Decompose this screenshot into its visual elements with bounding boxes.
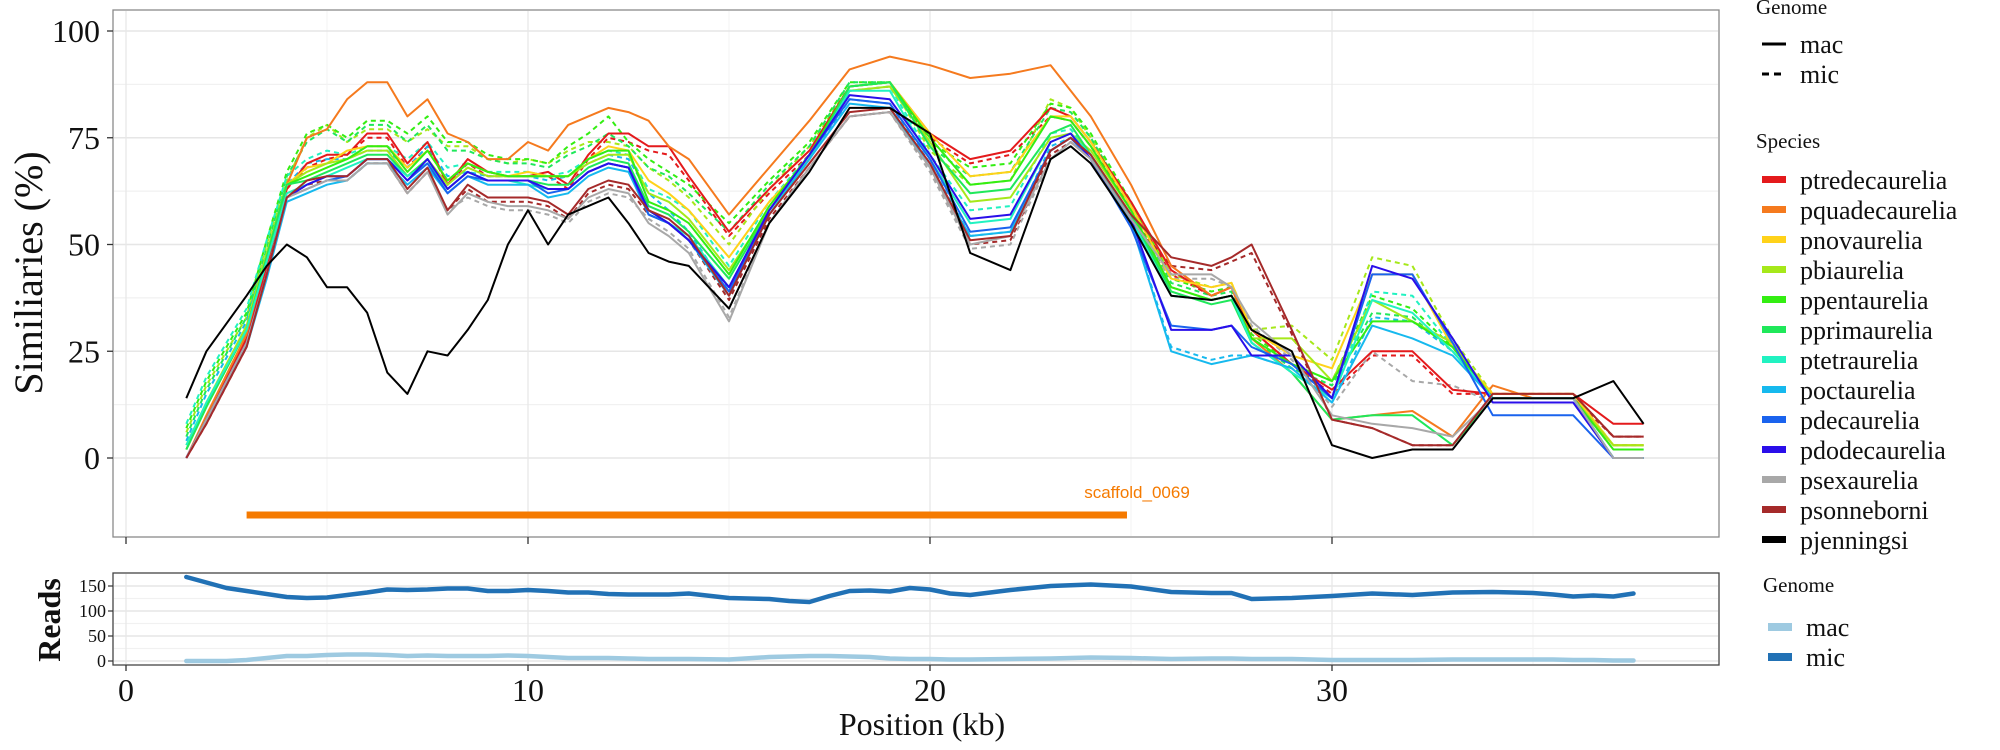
series-line-pbiaurelia-mac [185, 85, 1644, 447]
scaffold-label: scaffold_0069 [1084, 483, 1190, 502]
legend-label-psexaurelia: psexaurelia [1800, 466, 1919, 495]
series-line-psexaurelia-mic [185, 111, 1644, 459]
legend-label-mac: mac [1800, 30, 1843, 59]
legend-label-pquadecaurelia: pquadecaurelia [1800, 196, 1958, 225]
legend-key-pprimaurelia [1762, 326, 1786, 333]
legend-key-poctaurelia [1762, 386, 1786, 393]
reads-y-axis-label: Reads [31, 578, 67, 662]
series-line-psexaurelia-mac [185, 111, 1644, 459]
legends: GenomemacmicSpeciesptredecaureliapquadec… [1756, 0, 1958, 672]
y-tick-label: 50 [88, 626, 106, 646]
legend-label-ptredecaurelia: ptredecaurelia [1800, 166, 1948, 195]
legend-key-pdecaurelia [1762, 416, 1786, 423]
reads-panel: 0 50 100 150 0 10 20 30 Reads Position (kb) [31, 572, 1720, 742]
x-tick-label: 10 [512, 672, 544, 708]
y-tick-label: 100 [52, 13, 100, 49]
legend-key-psexaurelia [1762, 476, 1786, 483]
legend-label-pprimaurelia: pprimaurelia [1800, 316, 1933, 345]
series-line-pjenningsi-mac [185, 106, 1645, 459]
legend-label-psonneborni: psonneborni [1800, 496, 1929, 525]
y-tick-label: 75 [68, 120, 100, 156]
reads-line-mac [184, 652, 1636, 664]
series-line-pprimaurelia-mac [185, 81, 1644, 459]
legend-key-psonneborni [1762, 506, 1786, 513]
series-line-ptredecaurelia-mic [185, 85, 1644, 459]
legend-label-pbiaurelia: pbiaurelia [1800, 256, 1904, 285]
similarity-y-axis-label: Similiaries (%) [6, 151, 51, 394]
legend-label-pdecaurelia: pdecaurelia [1800, 406, 1920, 435]
series-line-pbiaurelia-mic [185, 81, 1644, 447]
legend-label-mic: mic [1800, 60, 1839, 89]
x-axis-label: Position (kb) [839, 706, 1005, 742]
reads-axis-ticks: 0 50 100 150 0 10 20 30 [79, 576, 1348, 708]
series-line-psonneborni-mac [185, 106, 1644, 459]
legend-title-genome: Genome [1756, 0, 1827, 19]
legend-label-ppentaurelia: ppentaurelia [1800, 286, 1929, 315]
y-tick-label: 100 [79, 601, 106, 621]
legend-key-ptredecaurelia [1762, 176, 1786, 183]
legend-key-reads-mic [1768, 653, 1792, 661]
legend-label-pjenningsi: pjenningsi [1800, 526, 1908, 555]
legend-key-pjenningsi [1762, 536, 1786, 543]
legend-label-pnovaurelia: pnovaurelia [1800, 226, 1923, 255]
y-tick-label: 0 [84, 440, 100, 476]
legend-label-pdodecaurelia: pdodecaurelia [1800, 436, 1946, 465]
similarity-axis-ticks: 0 25 50 75 100 [52, 13, 1333, 544]
legend-key-pquadecaurelia [1762, 206, 1786, 213]
y-tick-label: 150 [79, 576, 106, 596]
reads-series [184, 574, 1636, 664]
similarity-series [185, 55, 1645, 459]
scaffold-annotation: scaffold_0069 [246, 483, 1190, 519]
legend-key-pdodecaurelia [1762, 446, 1786, 453]
x-tick-label: 30 [1316, 672, 1348, 708]
similarity-gridlines [114, 11, 1718, 536]
y-tick-label: 50 [68, 227, 100, 263]
x-tick-label: 20 [914, 672, 946, 708]
legend-title-reads-genome: Genome [1763, 573, 1834, 597]
legend-label-reads-mac: mac [1806, 613, 1849, 642]
legend-key-ptetraurelia [1762, 356, 1786, 363]
y-tick-label: 25 [68, 333, 100, 369]
legend-key-pbiaurelia [1762, 266, 1786, 273]
x-tick-label: 0 [118, 672, 134, 708]
legend-key-ppentaurelia [1762, 296, 1786, 303]
legend-label-reads-mic: mic [1806, 643, 1845, 672]
reads-line-mic [184, 574, 1636, 605]
legend-label-poctaurelia: poctaurelia [1800, 376, 1916, 405]
series-line-ppentaurelia-mac [185, 81, 1644, 451]
legend-key-reads-mac [1768, 623, 1792, 631]
legend-title-species: Species [1756, 129, 1820, 153]
legend-key-pnovaurelia [1762, 236, 1786, 243]
similarity-panel: 0 25 50 75 100 scaffold_0069 Similiaries (%) [6, 9, 1720, 544]
y-tick-label: 0 [97, 651, 106, 671]
series-line-ptredecaurelia-mac [185, 81, 1644, 459]
legend-label-ptetraurelia: ptetraurelia [1800, 346, 1919, 375]
